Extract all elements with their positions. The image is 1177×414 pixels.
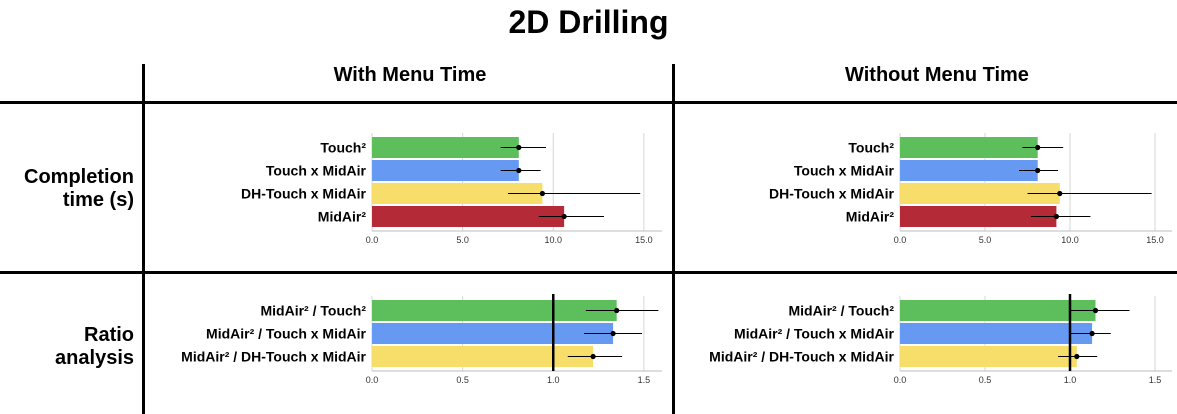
column-header-without-menu: Without Menu Time (845, 64, 1029, 86)
category-label: Touch² (848, 140, 894, 156)
bar-midair-dh-touch-x-midair (900, 346, 1077, 367)
x-tick-label: 5.0 (456, 235, 469, 245)
bar-touch (372, 137, 519, 158)
category-label: DH-Touch x MidAir (769, 186, 895, 202)
mean-point (561, 213, 567, 220)
category-label: MidAir² / Touch² (261, 303, 367, 319)
mean-point (1089, 330, 1095, 337)
x-tick-label: 5.0 (979, 235, 992, 245)
mean-point (610, 330, 616, 337)
x-tick-label: 0.0 (366, 235, 379, 245)
x-tick-label: 1.0 (547, 375, 560, 385)
header-divider (0, 101, 1177, 104)
category-label: MidAir² / DH-Touch x MidAir (181, 349, 366, 365)
bar-dh-touch-x-midair (372, 183, 543, 204)
mean-point (1035, 144, 1041, 151)
x-tick-label: 15.0 (1146, 235, 1164, 245)
x-tick-label: 15.0 (635, 235, 653, 245)
row-header-completion-time: Completion time (s) (24, 166, 134, 211)
bar-dh-touch-x-midair (900, 183, 1060, 204)
bar-touch-x-midair (900, 160, 1038, 181)
x-tick-label: 10.0 (544, 235, 562, 245)
completion-without-menu-chart: Touch² Touch x MidAir DH-Touch x MidAir Mid… (769, 133, 1172, 245)
category-label: Touch x MidAir (794, 163, 895, 179)
x-tick-label: 1.5 (638, 375, 651, 385)
category-label: MidAir² (318, 209, 367, 225)
mean-point (1057, 190, 1063, 197)
ratio-with-menu-chart: MidAir² / Touch² MidAir² / Touch x MidAir… (181, 294, 662, 385)
bar-midair-touch (900, 300, 1096, 321)
mean-point (1074, 353, 1080, 360)
bar-midair-touch (372, 300, 617, 321)
column-header-with-menu: With Menu Time (333, 64, 487, 86)
x-tick-label: 0.5 (979, 375, 992, 385)
mean-point (516, 144, 522, 151)
bar-midair-touch-x-midair (372, 323, 614, 344)
bar-midair-touch-x-midair (900, 323, 1093, 344)
x-tick-label: 0.0 (894, 235, 907, 245)
category-label: Touch x MidAir (266, 163, 367, 179)
x-tick-label: 0.0 (366, 375, 379, 385)
mean-point (590, 353, 596, 360)
bar-touch (900, 137, 1038, 158)
mean-point (614, 307, 620, 314)
completion-with-menu-chart: Touch² Touch x MidAir DH-Touch x MidAir Mid… (241, 133, 662, 245)
bar-midair (372, 206, 565, 227)
mean-point (1092, 307, 1099, 314)
mean-point (1053, 213, 1059, 220)
x-tick-label: 0.5 (456, 375, 469, 385)
x-tick-label: 1.0 (1064, 375, 1077, 385)
category-label: MidAir² (846, 209, 895, 225)
bar-midair-dh-touch-x-midair (372, 346, 594, 367)
category-label: MidAir² / Touch x MidAir (734, 326, 895, 342)
mean-point (516, 167, 522, 174)
category-label: MidAir² / Touch² (789, 303, 895, 319)
mean-point (539, 190, 545, 197)
figure-title: 2D Drilling (508, 4, 669, 40)
row-divider (0, 271, 1177, 274)
category-label: MidAir² / DH-Touch x MidAir (709, 349, 894, 365)
mean-point (1035, 167, 1041, 174)
category-label: Touch² (320, 140, 366, 156)
bar-midair (900, 206, 1057, 227)
row-header-ratio-analysis: Ratio analysis (55, 324, 134, 369)
category-label: MidAir² / Touch x MidAir (206, 326, 367, 342)
x-tick-label: 1.5 (1149, 375, 1162, 385)
category-label: DH-Touch x MidAir (241, 186, 367, 202)
x-tick-label: 0.0 (894, 375, 907, 385)
x-tick-label: 10.0 (1061, 235, 1079, 245)
ratio-without-menu-chart: MidAir² / Touch² MidAir² / Touch x MidAir… (709, 294, 1172, 385)
bar-touch-x-midair (372, 160, 519, 181)
label-column-divider (142, 64, 145, 414)
column-divider (672, 64, 675, 414)
